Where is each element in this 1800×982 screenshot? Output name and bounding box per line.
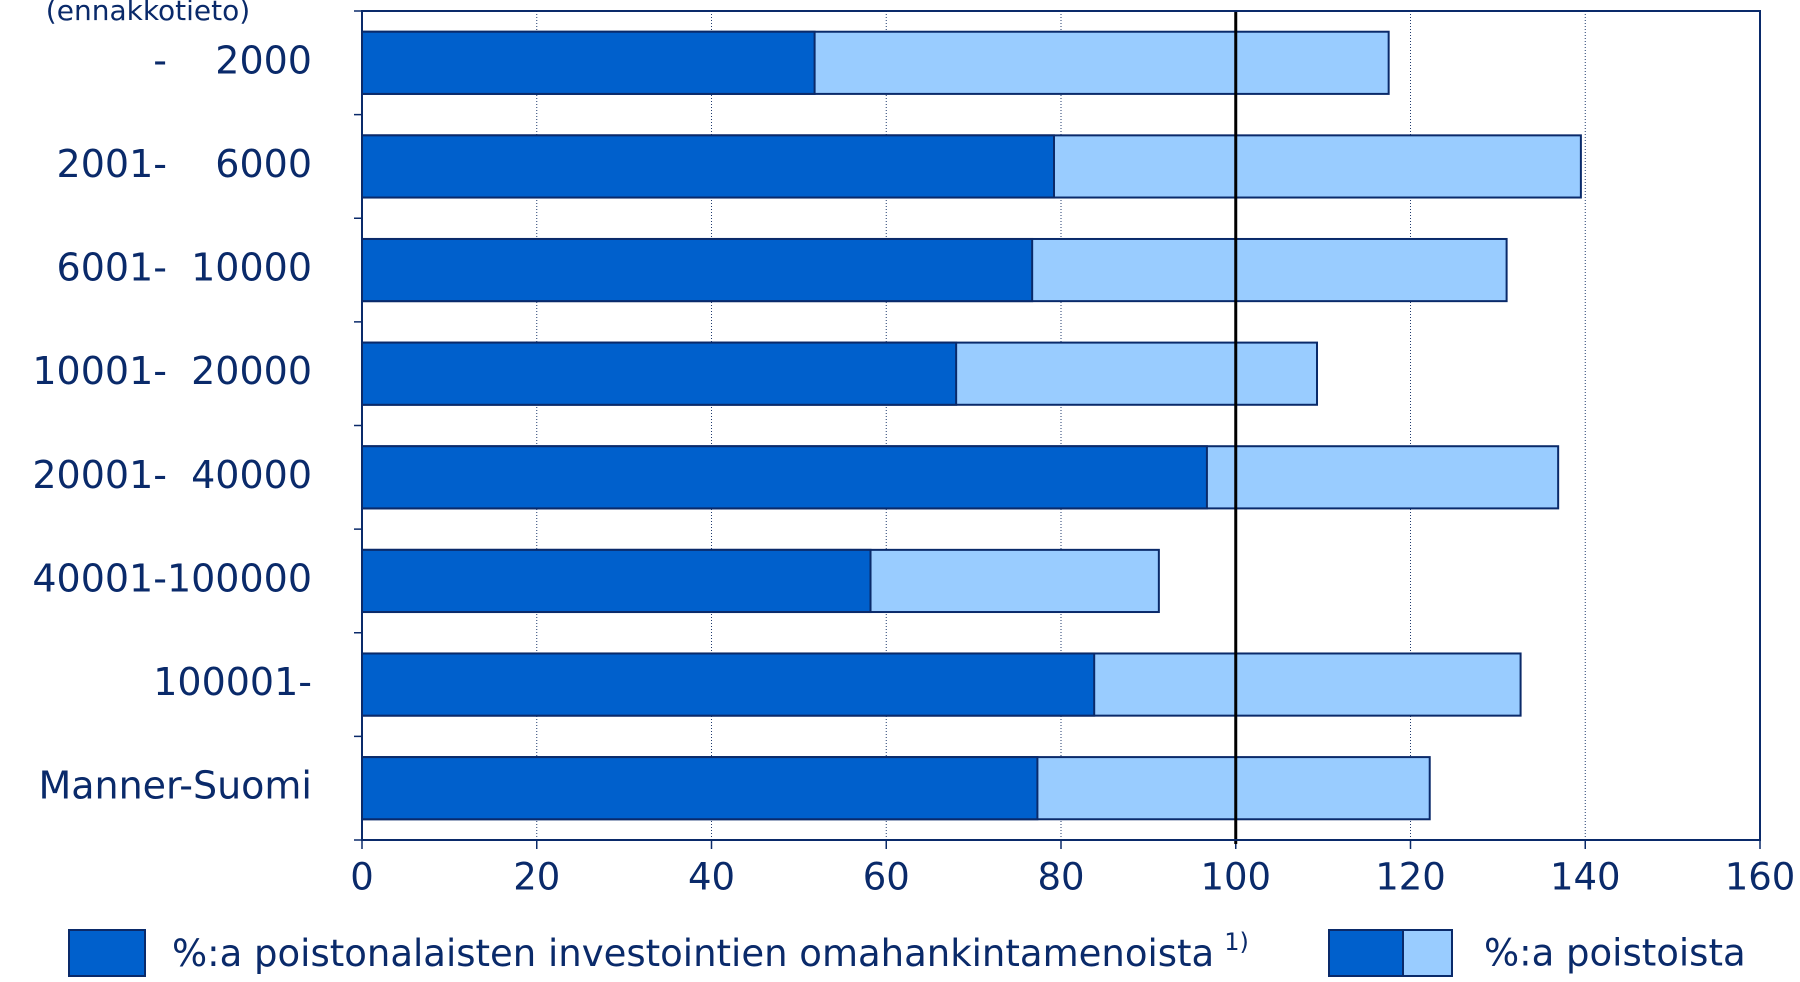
bar bbox=[361, 652, 1096, 717]
y-tick-label: 100001- bbox=[153, 660, 312, 704]
legend-text: %:a poistonalaisten investointien omahan… bbox=[172, 932, 1214, 975]
legend-note: 1) bbox=[1224, 928, 1249, 956]
y-tick-label: 2001- 6000 bbox=[57, 142, 312, 186]
x-tick-label: 0 bbox=[350, 856, 374, 899]
x-tick-label: 120 bbox=[1375, 856, 1446, 899]
bar bbox=[361, 341, 958, 406]
bar bbox=[361, 134, 1056, 199]
x-tick-label: 140 bbox=[1550, 856, 1621, 899]
legend-swatch bbox=[1328, 929, 1404, 977]
x-tick-label: 20 bbox=[513, 856, 560, 899]
legend-label: %:a poistonalaisten investointien omahan… bbox=[172, 928, 1249, 975]
plot-frame bbox=[361, 10, 1761, 841]
x-tick-label: 60 bbox=[863, 856, 910, 899]
y-tick-label: 40001-100000 bbox=[32, 556, 312, 600]
x-tick-label: 40 bbox=[688, 856, 735, 899]
x-tick-label: 100 bbox=[1200, 856, 1271, 899]
x-tick-label: 160 bbox=[1725, 856, 1796, 899]
bar bbox=[361, 445, 1208, 510]
bar bbox=[361, 756, 1039, 821]
bar bbox=[361, 548, 872, 614]
bar bbox=[361, 237, 1034, 303]
legend-swatch bbox=[68, 929, 146, 977]
chart-subtitle: (ennakkotieto) bbox=[46, 0, 250, 27]
y-tick-label: 20001- 40000 bbox=[32, 453, 312, 497]
legend-swatch bbox=[1402, 929, 1453, 977]
legend-label: %:a poistoista bbox=[1484, 932, 1746, 975]
y-tick-label: 6001- 10000 bbox=[57, 246, 312, 290]
y-tick-label: Manner-Suomi bbox=[38, 764, 312, 808]
x-tick-label: 80 bbox=[1037, 856, 1084, 899]
y-tick-label: - 2000 bbox=[153, 38, 312, 82]
y-tick-label: 10001- 20000 bbox=[32, 349, 312, 393]
bar bbox=[361, 30, 816, 95]
